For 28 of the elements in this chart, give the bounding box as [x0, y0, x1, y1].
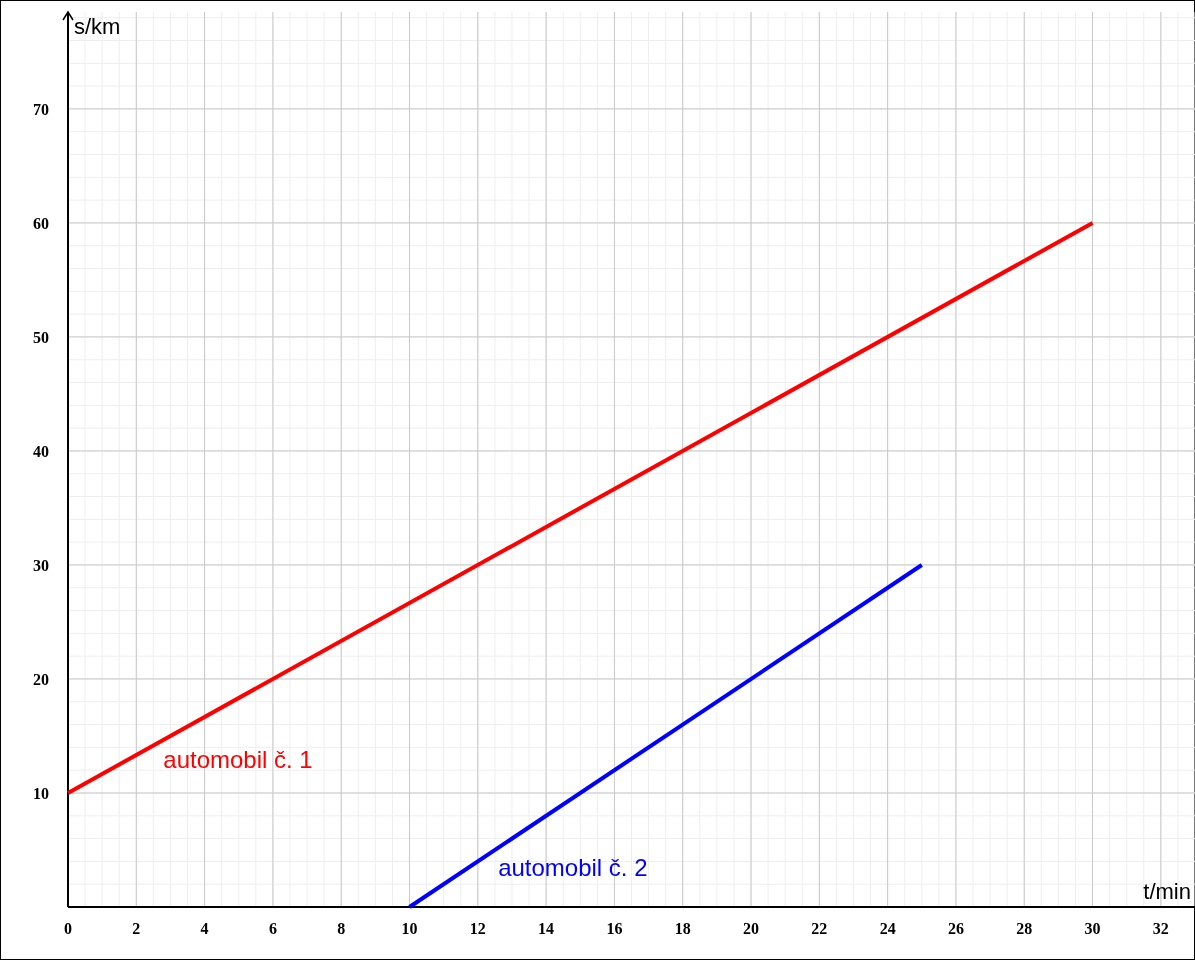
y-tick-label: 70: [33, 100, 49, 118]
y-tick-label: 10: [33, 784, 49, 802]
x-tick-label: 2: [132, 920, 141, 937]
x-tick-label: 20: [743, 920, 760, 937]
x-tick-label: 8: [337, 920, 346, 937]
x-tick-label: 10: [401, 920, 418, 937]
y-tick-label: 20: [33, 670, 49, 688]
x-tick-label: 12: [469, 920, 486, 937]
y-tick-label: 60: [33, 214, 49, 232]
series-label: automobil č. 2: [498, 853, 648, 881]
x-axis-title: t/min: [1143, 879, 1191, 904]
y-tick-label: 50: [33, 328, 49, 346]
y-tick-label: 30: [33, 556, 49, 574]
x-tick-label: 16: [606, 920, 623, 937]
x-tick-label: 4: [200, 920, 209, 937]
y-tick-label: 40: [33, 442, 49, 460]
x-tick-label: 30: [1084, 920, 1101, 937]
x-tick-label: 28: [1016, 920, 1033, 937]
x-tick-label: 6: [268, 920, 277, 937]
series-label: automobil č. 1: [163, 745, 313, 773]
x-tick-label: 32: [1152, 920, 1169, 937]
y-axis-title: s/km: [74, 14, 121, 39]
x-tick-label: 26: [947, 920, 964, 937]
x-tick-label: 18: [674, 920, 691, 937]
x-tick-label: 22: [811, 920, 828, 937]
x-tick-label: 24: [879, 920, 896, 937]
x-tick-label: 0: [64, 920, 72, 937]
x-tick-label: 14: [538, 920, 555, 937]
